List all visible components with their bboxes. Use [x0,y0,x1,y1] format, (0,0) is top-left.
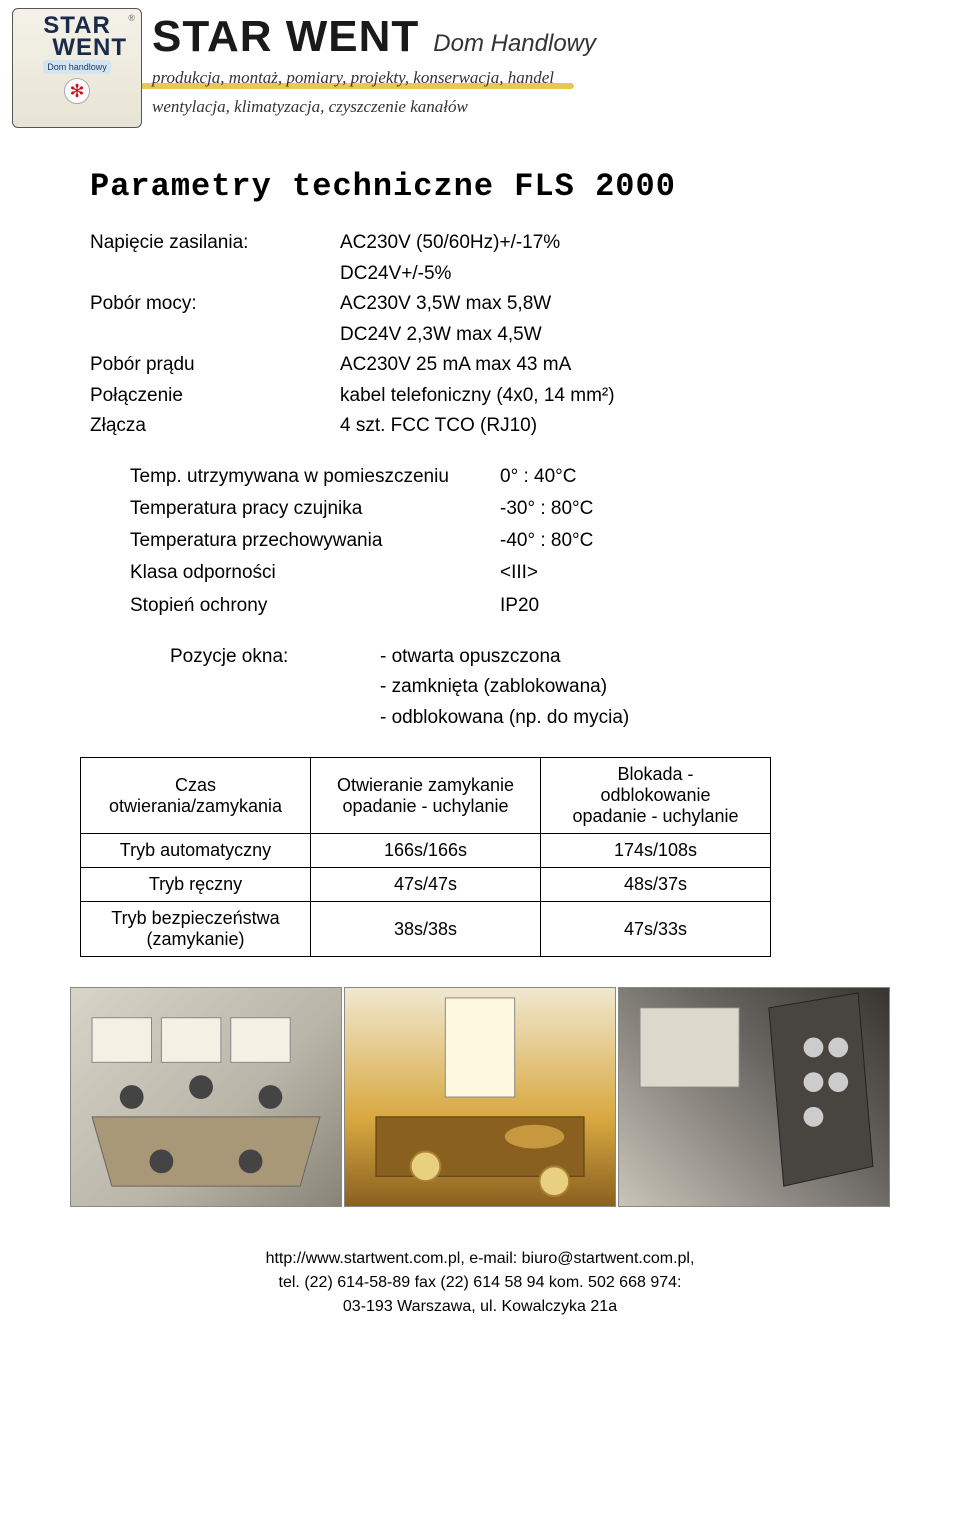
position-item: - odblokowana (np. do mycia) [380,703,870,733]
table-cell: 38s/38s [311,902,541,957]
spec-value: <III> [500,557,870,589]
table-cell: Tryb bezpieczeństwa (zamykanie) [81,902,311,957]
tagline: produkcja, montaż, pomiary, projekty, ko… [152,64,948,122]
spec-value: AC230V (50/60Hz)+/-17% [340,229,870,258]
spec-value: kabel telefoniczny (4x0, 14 mm²) [340,382,870,411]
table-header: Blokada - odblokowanie opadanie - uchyla… [541,758,771,834]
spec-value: -30° : 80°C [500,493,870,525]
spec-value: DC24V+/-5% [340,260,870,289]
fan-icon: ✻ [64,78,90,104]
footer-line3: 03-193 Warszawa, ul. Kowalczyka 21a [0,1295,960,1319]
spec-label: Złącza [90,412,340,441]
tagline-line2: wentylacja, klimatyzacja, czyszczenie ka… [152,97,468,116]
spec-value: DC24V 2,3W max 4,5W [340,321,870,350]
table-cell: 48s/37s [541,868,771,902]
registered-mark: ® [128,13,135,23]
spec-value: IP20 [500,590,870,622]
spec-label [90,260,340,289]
spec-value: -40° : 80°C [500,525,870,557]
table-cell: 47s/33s [541,902,771,957]
table-header: Otwieranie zamykanie opadanie - uchylani… [311,758,541,834]
spec-label: Pobór mocy: [90,290,340,319]
header-text: STAR WENT Dom Handlowy produkcja, montaż… [152,8,948,122]
table-cell: Tryb ręczny [81,868,311,902]
table-cell: 47s/47s [311,868,541,902]
positions-label: Pozycje okna: [170,642,380,733]
image-strip [70,987,890,1207]
positions-values: - otwarta opuszczona - zamknięta (zablok… [380,642,870,733]
company-name: STAR WENT [152,12,419,61]
main-title: Parametry techniczne FLS 2000 [90,168,960,205]
page-header: ® STAR WENT Dom handlowy ✻ STAR WENT Dom… [0,0,960,128]
spec-label: Połączenie [90,382,340,411]
position-item: - otwarta opuszczona [380,642,870,672]
spec-label: Napięcie zasilania: [90,229,340,258]
image-panel-meeting [70,987,342,1207]
table-cell: 174s/108s [541,834,771,868]
logo-sub: Dom handlowy [43,60,111,74]
image-panel-interior [344,987,616,1207]
spec-label: Temperatura pracy czujnika [130,493,500,525]
spec-label [90,321,340,350]
image-panel-remote [618,987,890,1207]
spec-value: 4 szt. FCC TCO (RJ10) [340,412,870,441]
spec-list-2: Temp. utrzymywana w pomieszczeniu0° : 40… [130,461,870,622]
footer-line1: http://www.startwent.com.pl, e-mail: biu… [0,1247,960,1271]
spec-list-1: Napięcie zasilania:AC230V (50/60Hz)+/-17… [90,229,870,441]
company-sub: Dom Handlowy [433,30,596,57]
spec-value: AC230V 3,5W max 5,8W [340,290,870,319]
footer: http://www.startwent.com.pl, e-mail: biu… [0,1247,960,1319]
footer-line2: tel. (22) 614-58-89 fax (22) 614 58 94 k… [0,1271,960,1295]
table-header: Czas otwierania/zamykania [81,758,311,834]
table-cell: 166s/166s [311,834,541,868]
spec-label: Klasa odporności [130,557,500,589]
spec-label: Pobór prądu [90,351,340,380]
timing-table: Czas otwierania/zamykania Otwieranie zam… [80,757,771,957]
table-cell: Tryb automatyczny [81,834,311,868]
spec-value: 0° : 40°C [500,461,870,493]
logo-line2: WENT [19,37,135,59]
position-item: - zamknięta (zablokowana) [380,672,870,702]
positions-block: Pozycje okna: - otwarta opuszczona - zam… [170,642,870,733]
spec-label: Stopień ochrony [130,590,500,622]
tagline-line1: produkcja, montaż, pomiary, projekty, ko… [152,68,554,87]
spec-label: Temp. utrzymywana w pomieszczeniu [130,461,500,493]
spec-label: Temperatura przechowywania [130,525,500,557]
spec-value: AC230V 25 mA max 43 mA [340,351,870,380]
logo-box: ® STAR WENT Dom handlowy ✻ [12,8,142,128]
